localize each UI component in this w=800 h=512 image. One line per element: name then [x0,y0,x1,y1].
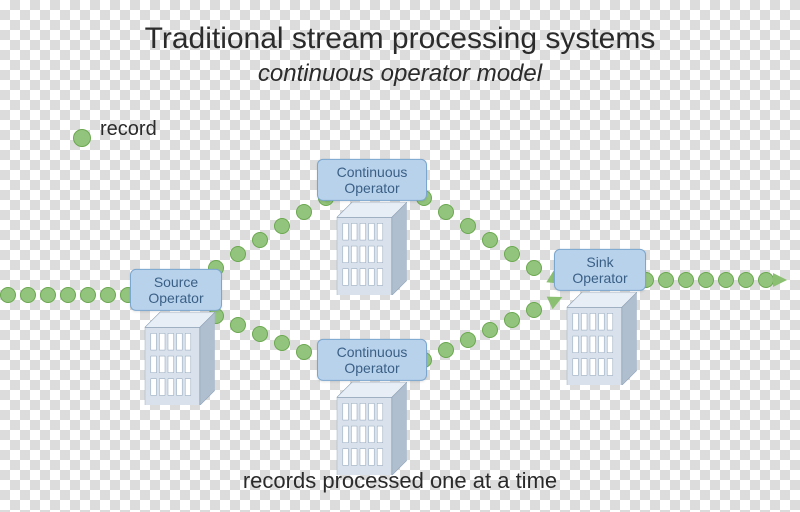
server-cont1 [337,202,407,300]
record-dot [658,272,674,288]
record-dot [296,204,312,220]
record-dot [296,344,312,360]
record-dot [504,246,520,262]
node-label-line1: Source [137,274,215,290]
record-dot [252,232,268,248]
record-dot [718,272,734,288]
node-label-line2: Operator [137,290,215,306]
record-dot [504,312,520,328]
record-dot [438,204,454,220]
record-dot [230,317,246,333]
server-cont2 [337,382,407,480]
record-dot [80,287,96,303]
record-dot [274,218,290,234]
node-label-line1: Continuous [324,344,420,360]
node-label-cont2: ContinuousOperator [317,339,427,381]
record-dot [738,272,754,288]
record-dot [230,246,246,262]
legend-dot [73,129,91,147]
record-dot [526,302,542,318]
node-label-line2: Operator [324,180,420,196]
arrowhead [773,273,787,287]
server-sink [567,292,637,390]
record-dot [482,322,498,338]
server-source [145,312,215,410]
node-label-cont1: ContinuousOperator [317,159,427,201]
record-dot [274,335,290,351]
record-dot [460,218,476,234]
node-label-line1: Continuous [324,164,420,180]
node-label-line2: Operator [324,360,420,376]
record-dot [758,272,774,288]
record-dot [438,342,454,358]
record-dot [0,287,16,303]
node-label-line1: Sink [561,254,639,270]
record-dot [460,332,476,348]
record-dot [698,272,714,288]
title-text: Traditional stream processing systems [0,22,800,56]
subtitle-text: continuous operator model [0,60,800,88]
record-dot [678,272,694,288]
record-dot [482,232,498,248]
record-dot [20,287,36,303]
record-dot [526,260,542,276]
record-dot [60,287,76,303]
record-dot [100,287,116,303]
node-label-source: SourceOperator [130,269,222,311]
node-label-sink: SinkOperator [554,249,646,291]
node-label-line2: Operator [561,270,639,286]
record-dot [40,287,56,303]
legend-label: record [100,118,157,141]
record-dot [252,326,268,342]
